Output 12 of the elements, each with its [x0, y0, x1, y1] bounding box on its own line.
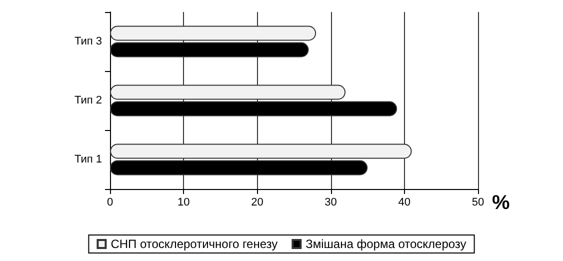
legend-label: Змішана форма отосклерозу: [306, 237, 466, 251]
y-tick-label: Тип 1: [74, 154, 102, 166]
x-tick-label: 40: [398, 196, 411, 208]
legend-label: СНП отосклеротичного генезу: [110, 237, 278, 251]
x-tick-label: 10: [177, 196, 190, 208]
x-tick-label: 20: [251, 196, 264, 208]
x-tick-label: 50: [472, 196, 484, 208]
y-tick-label: Тип 3: [74, 36, 102, 48]
x-tick-label: 0: [106, 196, 114, 208]
x-tick-label: 30: [324, 196, 337, 208]
x-axis-title: %: [492, 192, 510, 214]
y-tick-label: Тип 2: [74, 94, 102, 106]
